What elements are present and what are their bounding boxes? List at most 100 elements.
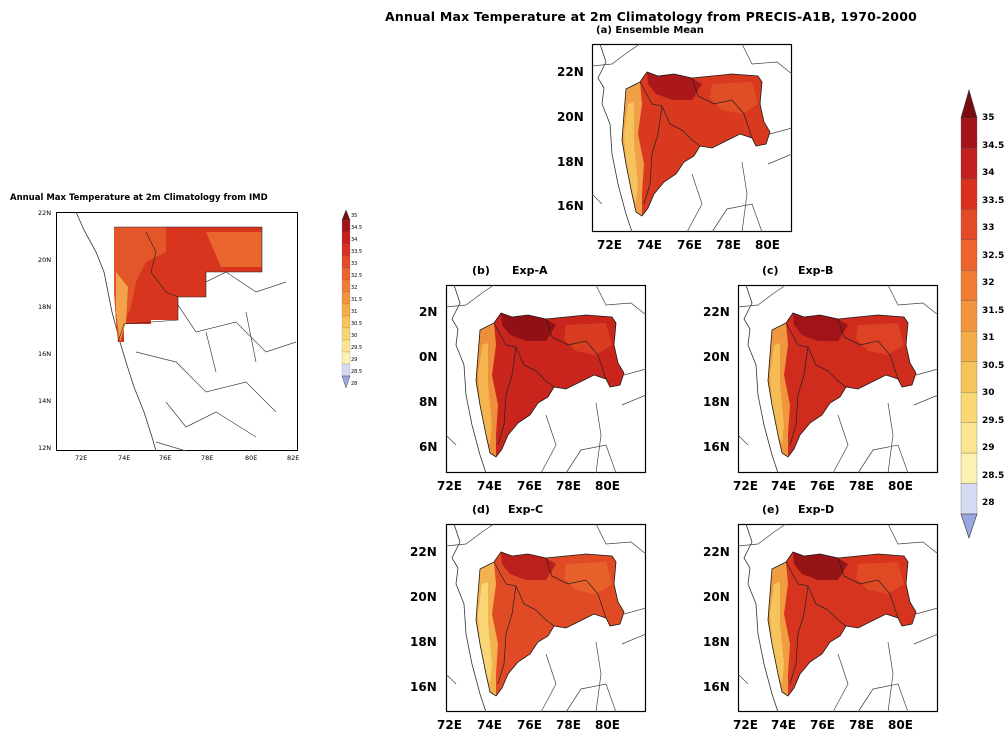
imd-colorbar-band xyxy=(341,291,351,305)
colorbar-band xyxy=(960,117,978,149)
colorbar-label: 34.5 xyxy=(982,141,1005,151)
ensemble-xtick: 78E xyxy=(716,238,741,252)
exp-d-ytick: 20N xyxy=(703,590,730,604)
exp-d-xtick: 72E xyxy=(733,718,758,732)
imd-colorbar-band xyxy=(341,279,351,293)
exp-d-map-panel xyxy=(737,523,939,713)
imd-colorbar-bottom-arrow xyxy=(341,375,351,389)
coastline xyxy=(597,43,633,233)
colorbar-band xyxy=(960,209,978,240)
exp-a-panel-prefix: (b) xyxy=(472,264,490,277)
exp-c-xtick: 74E xyxy=(477,718,502,732)
exp-d-ytick: 16N xyxy=(703,680,730,694)
exp-a-xtick: 72E xyxy=(437,479,462,493)
colorbar-band xyxy=(960,331,978,362)
imd-colorbar-band xyxy=(341,303,351,317)
imd-ytick: 14N xyxy=(38,397,52,405)
imd-colorbar-label: 32 xyxy=(351,285,358,291)
division-boundaries xyxy=(785,557,899,685)
imd-colorbar-label: 34 xyxy=(351,237,358,243)
imd-colorbar-band xyxy=(341,231,351,245)
hot-region xyxy=(647,72,702,100)
imd-colorbar-label: 30.5 xyxy=(351,321,363,327)
colorbar-label: 29.5 xyxy=(982,416,1005,426)
imd-colorbar-top-arrow xyxy=(341,209,351,221)
imd-colorbar-band xyxy=(341,351,351,365)
ensemble-ytick: 16N xyxy=(557,199,584,213)
colorbar-label: 33 xyxy=(982,223,995,233)
imd-colorbar-label: 35 xyxy=(351,213,358,219)
colorbar-label: 28 xyxy=(982,498,995,508)
colorbar-band xyxy=(960,239,978,271)
imd-colorbar-canvas xyxy=(341,209,351,389)
hot-region xyxy=(501,313,556,341)
hot-region xyxy=(793,313,848,341)
exp-a-ytick: 6N xyxy=(419,440,438,454)
exp-b-ytick: 20N xyxy=(703,350,730,364)
exp-b-xtick: 76E xyxy=(810,479,835,493)
colorbar-band xyxy=(960,483,978,515)
exp-a-xtick: 74E xyxy=(477,479,502,493)
colorbar-label: 30 xyxy=(982,388,995,398)
exp-c-ytick: 16N xyxy=(410,680,437,694)
exp-d-map-canvas xyxy=(737,523,939,713)
exp-a-ytick: 2N xyxy=(419,305,438,319)
imd-map-canvas xyxy=(56,211,298,452)
colorbar-label: 35 xyxy=(982,113,995,123)
ensemble-ytick: 18N xyxy=(557,155,584,169)
state-boundaries xyxy=(737,284,939,474)
imd-colorbar-label: 29.5 xyxy=(351,345,363,351)
imd-colorbar-label: 34.5 xyxy=(351,225,363,231)
state-boundaries xyxy=(591,43,793,233)
coastline xyxy=(451,284,487,474)
state-boundaries xyxy=(445,523,647,713)
colorbar-bottom-arrow xyxy=(960,513,978,539)
colorbar-label: 32 xyxy=(982,278,995,288)
imd-xtick: 78E xyxy=(201,454,214,462)
exp-b-map-panel xyxy=(737,284,939,474)
temperature-colorbar xyxy=(958,88,980,540)
exp-c-ytick: 22N xyxy=(410,545,437,559)
exp-a-xtick: 80E xyxy=(595,479,620,493)
state-boundaries xyxy=(737,523,939,713)
coastline xyxy=(743,284,779,474)
imd-colorbar-label: 33.5 xyxy=(351,249,363,255)
exp-c-map-canvas xyxy=(445,523,647,713)
imd-colorbar-label: 31 xyxy=(351,309,358,315)
colorbar-label: 29 xyxy=(982,443,995,453)
imd-ytick: 20N xyxy=(38,256,52,264)
exp-b-xtick: 72E xyxy=(733,479,758,493)
hot-region xyxy=(793,552,848,580)
imd-colorbar-band xyxy=(341,255,351,269)
imd-ytick: 16N xyxy=(38,350,52,358)
imd-colorbar-band xyxy=(341,243,351,257)
state-boundaries xyxy=(445,284,647,474)
exp-a-map-panel xyxy=(445,284,647,474)
exp-b-panel-title: Exp-B xyxy=(798,264,834,277)
imd-colorbar-label: 33 xyxy=(351,261,358,267)
imd-ytick: 12N xyxy=(38,444,52,452)
exp-b-ytick: 22N xyxy=(703,305,730,319)
colorbar-label: 33.5 xyxy=(982,196,1005,206)
exp-b-map-canvas xyxy=(737,284,939,474)
imd-colorbar-label: 28.5 xyxy=(351,369,363,375)
exp-c-panel-title: Exp-C xyxy=(508,503,544,516)
exp-c-map-panel xyxy=(445,523,647,713)
ensemble-panel-title: (a) Ensemble Mean xyxy=(596,25,704,36)
imd-colorbar-band xyxy=(341,267,351,281)
imd-colorbar-band xyxy=(341,327,351,341)
colorbar-band xyxy=(960,452,978,484)
division-boundaries xyxy=(493,557,607,685)
ensemble-ytick: 20N xyxy=(557,110,584,124)
coastline xyxy=(743,523,779,713)
exp-b-xtick: 74E xyxy=(771,479,796,493)
colorbar-band xyxy=(960,392,978,423)
exp-d-xtick: 74E xyxy=(771,718,796,732)
imd-colorbar-label: 32.5 xyxy=(351,273,363,279)
imd-colorbar-band xyxy=(341,219,351,233)
exp-d-xtick: 78E xyxy=(849,718,874,732)
imd-colorbar-label: 28 xyxy=(351,381,358,387)
exp-d-ytick: 22N xyxy=(703,545,730,559)
imd-panel-title: Annual Max Temperature at 2m Climatology… xyxy=(10,193,268,203)
division-boundaries xyxy=(785,318,899,446)
